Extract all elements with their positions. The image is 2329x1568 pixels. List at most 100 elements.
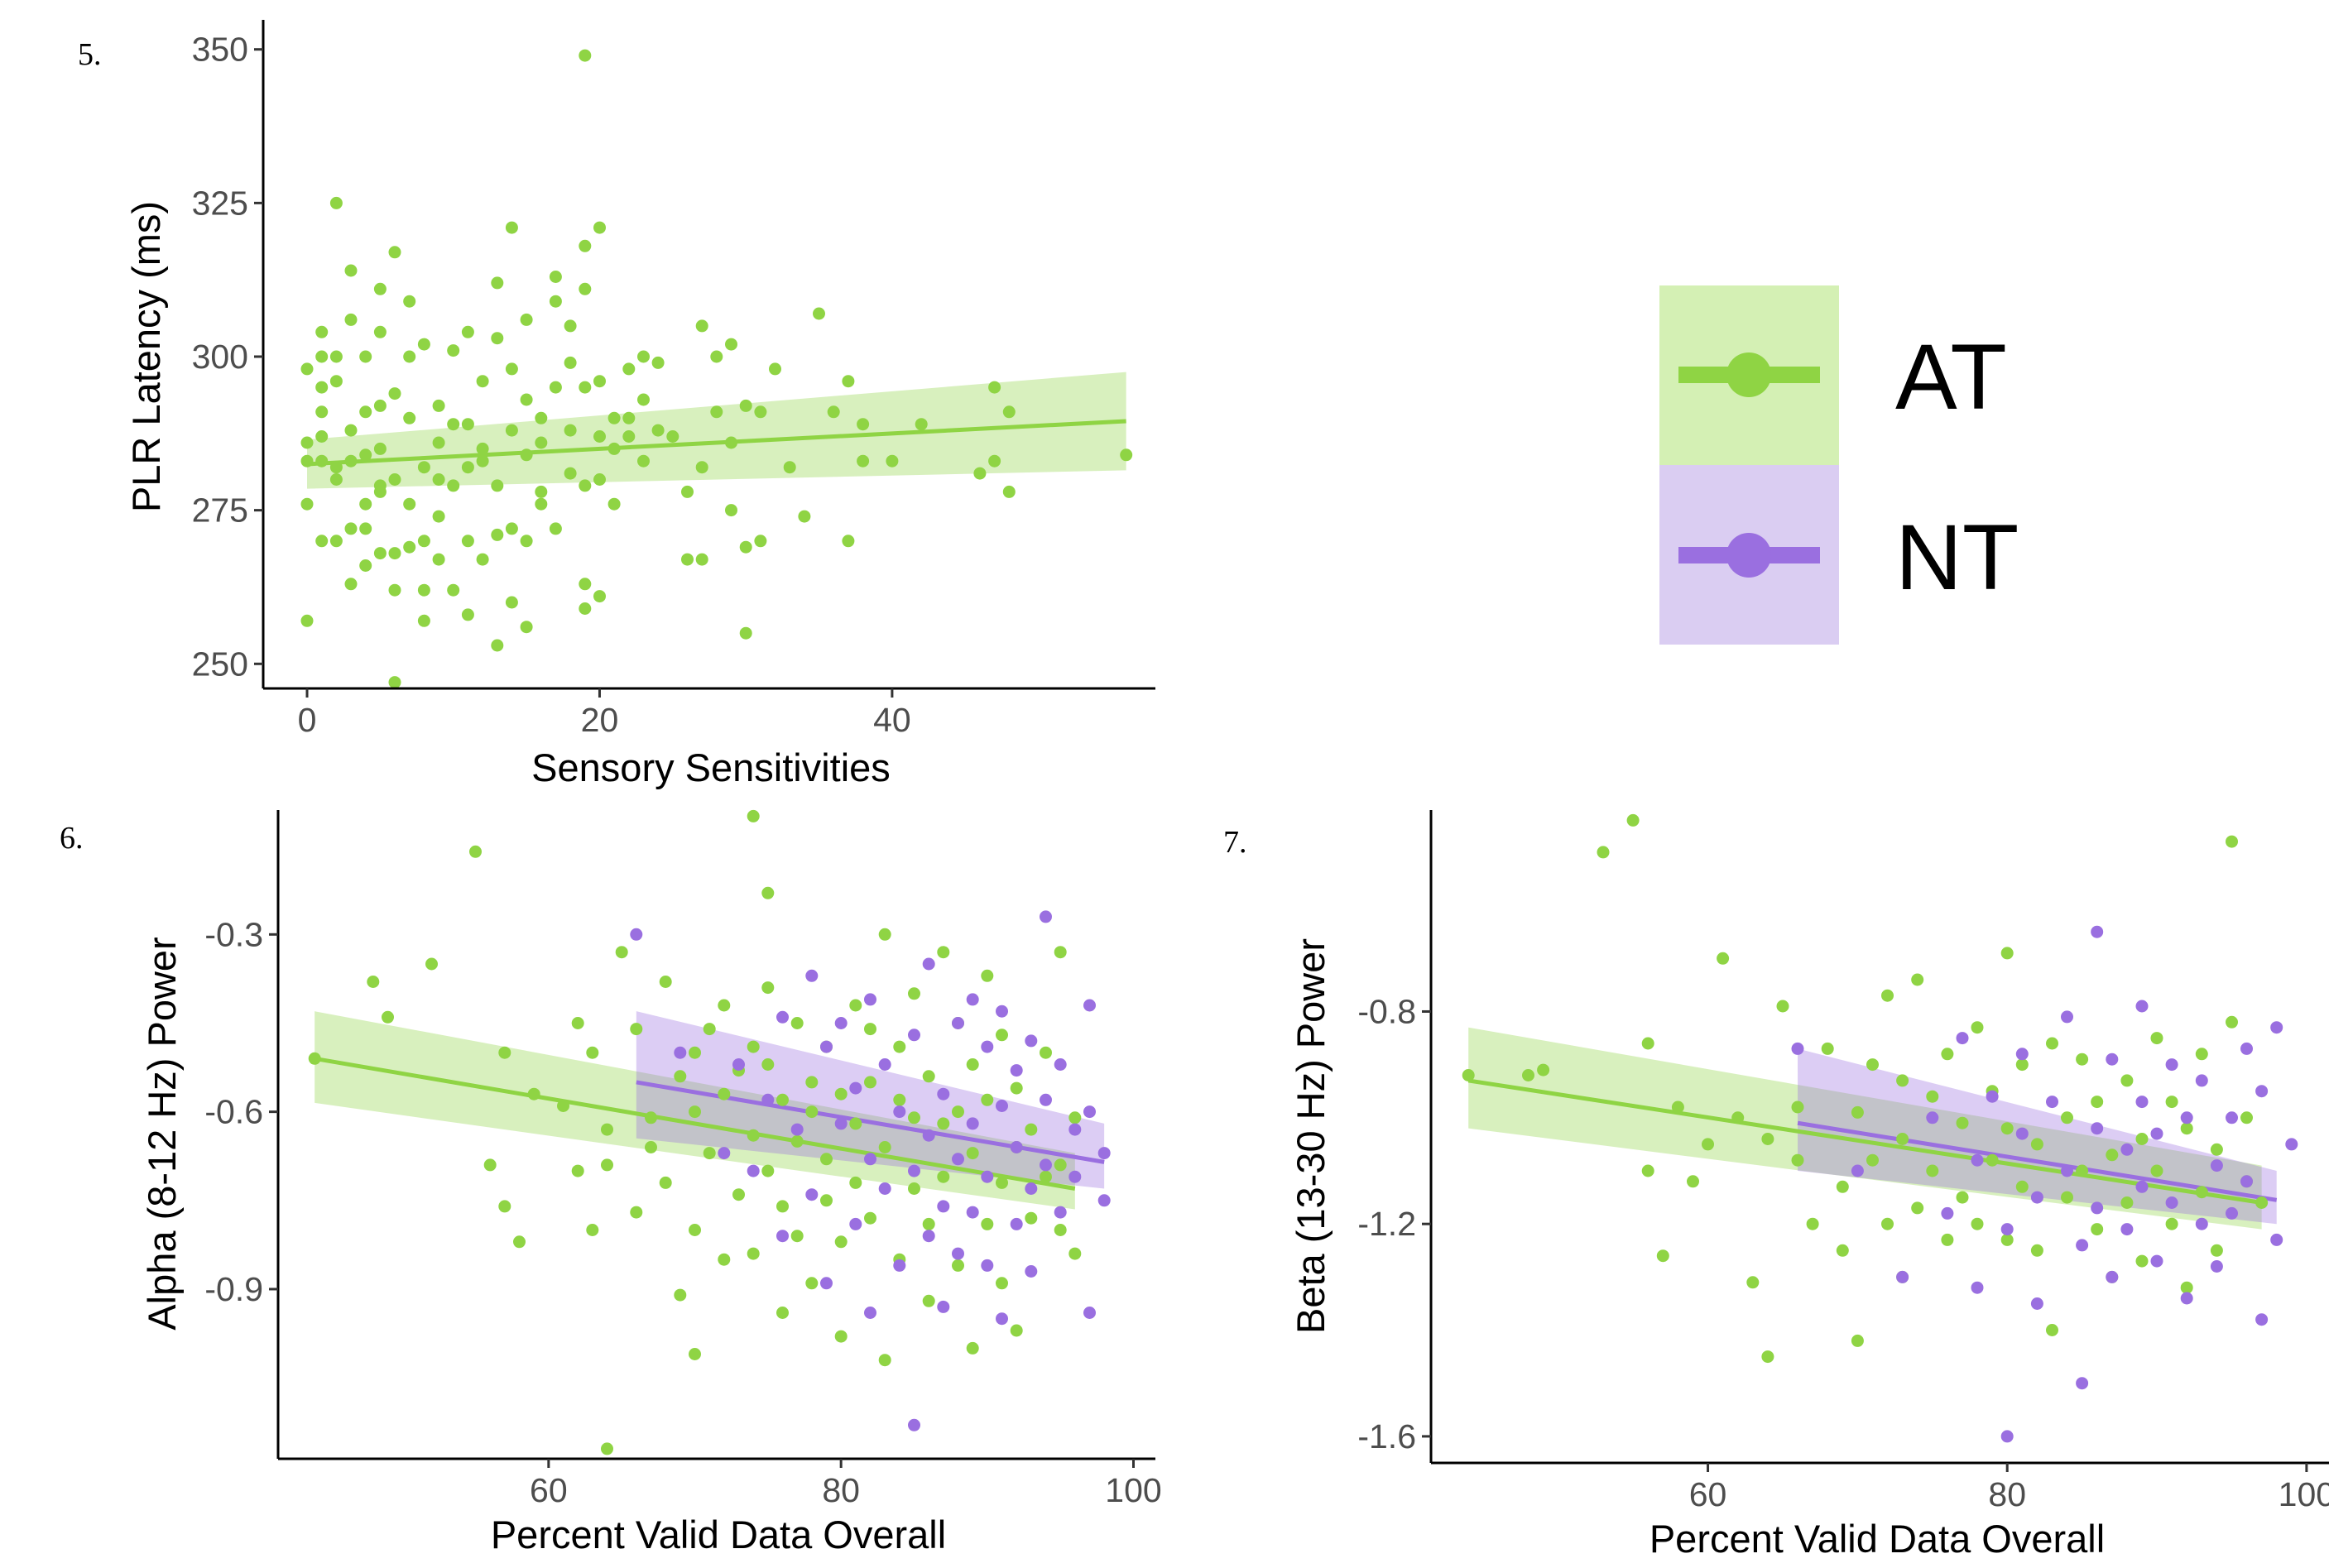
data-point-at xyxy=(1956,1116,1969,1129)
y-tick-label: 300 xyxy=(192,338,248,376)
data-point-at xyxy=(564,319,577,333)
data-point-nt xyxy=(1010,1141,1023,1153)
data-point-nt xyxy=(2285,1138,2298,1151)
data-point-at xyxy=(549,271,562,283)
data-point-at xyxy=(593,221,606,234)
data-point-at xyxy=(725,338,737,351)
data-point-nt xyxy=(2150,1127,2163,1140)
data-point-nt xyxy=(2165,1196,2178,1209)
data-point-nt xyxy=(1083,1105,1096,1119)
data-point-at xyxy=(1956,1191,1969,1204)
data-point-at xyxy=(425,957,438,971)
data-point-nt xyxy=(849,1081,862,1095)
data-point-at xyxy=(593,590,606,603)
data-point-at xyxy=(535,436,548,449)
panel-5-ci-bands xyxy=(307,372,1126,489)
data-point-at xyxy=(571,1164,584,1177)
data-point-at xyxy=(886,454,899,468)
ci-band-nt xyxy=(636,1011,1105,1189)
data-point-nt xyxy=(820,1040,833,1053)
data-point-nt xyxy=(908,1029,920,1042)
data-point-nt xyxy=(864,1153,876,1166)
data-point-at xyxy=(630,1023,643,1036)
data-point-nt xyxy=(2076,1239,2089,1252)
data-point-at xyxy=(388,473,401,486)
data-point-at xyxy=(373,282,387,295)
y-tick-label: -0.6 xyxy=(204,1093,263,1131)
data-point-at xyxy=(593,375,606,388)
data-point-at xyxy=(973,467,987,480)
data-point-at xyxy=(834,1235,848,1249)
data-point-at xyxy=(1926,1164,1939,1177)
data-point-at xyxy=(505,522,518,535)
data-point-nt xyxy=(776,1010,789,1024)
data-point-at xyxy=(2120,1074,2134,1087)
data-point-at xyxy=(417,535,430,548)
data-point-at xyxy=(373,479,387,492)
data-point-at xyxy=(2150,1164,2163,1177)
data-point-at xyxy=(329,350,343,363)
data-point-at xyxy=(878,1354,891,1367)
data-point-at xyxy=(908,1111,920,1124)
panel-7-y-axis-title: Beta (13-30 Hz) Power xyxy=(1289,938,1333,1334)
data-point-at xyxy=(952,1105,964,1119)
data-point-at xyxy=(2015,1180,2029,1193)
data-point-nt xyxy=(834,1017,848,1029)
data-point-at xyxy=(725,504,737,517)
data-point-nt xyxy=(937,1087,950,1100)
data-point-nt xyxy=(1040,1093,1052,1106)
data-point-at xyxy=(1926,1090,1939,1103)
panel-7-points xyxy=(1462,813,2298,1443)
data-point-at xyxy=(432,510,445,523)
data-point-at xyxy=(937,1170,950,1183)
data-point-at xyxy=(535,497,548,511)
data-point-at xyxy=(966,1147,979,1160)
data-point-at xyxy=(1641,1164,1654,1177)
data-point-at xyxy=(783,461,796,474)
data-point-at xyxy=(2150,1032,2163,1045)
data-point-at xyxy=(2061,1191,2073,1204)
data-point-at xyxy=(491,528,504,541)
data-point-at xyxy=(864,1023,876,1036)
data-point-at xyxy=(607,497,621,511)
data-point-nt xyxy=(2180,1111,2193,1124)
y-tick-label: 350 xyxy=(192,31,248,69)
data-point-nt xyxy=(1896,1270,1909,1283)
data-point-nt xyxy=(966,993,979,1006)
data-point-nt xyxy=(2240,1175,2253,1188)
data-point-at xyxy=(689,1224,701,1236)
data-point-at xyxy=(2076,1053,2089,1066)
data-point-at xyxy=(1120,448,1133,462)
data-point-at xyxy=(2091,1223,2104,1236)
data-point-at xyxy=(359,497,372,511)
data-point-at xyxy=(315,430,329,443)
data-point-at xyxy=(1866,1153,1879,1167)
data-point-at xyxy=(1941,1233,1954,1246)
data-point-at xyxy=(315,350,329,363)
data-point-nt xyxy=(878,1182,891,1195)
data-point-nt xyxy=(864,993,876,1006)
data-point-nt xyxy=(981,1040,994,1053)
data-point-at xyxy=(739,626,752,640)
fit-line-at xyxy=(314,1056,1076,1191)
data-point-nt xyxy=(2195,1217,2208,1230)
data-point-at xyxy=(703,1023,716,1036)
data-point-at xyxy=(527,1087,540,1100)
data-point-nt xyxy=(2165,1058,2178,1072)
data-point-at xyxy=(666,430,679,443)
data-point-at xyxy=(805,1277,819,1290)
data-point-at xyxy=(878,1141,891,1153)
data-point-at xyxy=(344,578,358,591)
data-point-at xyxy=(2210,1244,2223,1257)
data-point-nt xyxy=(1971,1281,1984,1294)
data-point-nt xyxy=(1791,1042,1804,1055)
data-point-nt xyxy=(747,1164,760,1177)
data-point-at xyxy=(359,522,372,535)
data-point-at xyxy=(579,602,592,615)
data-point-at xyxy=(1731,1111,1745,1124)
data-point-nt xyxy=(718,1147,731,1160)
data-point-at xyxy=(1746,1276,1760,1289)
data-point-at xyxy=(601,1442,613,1455)
data-point-at xyxy=(1010,1081,1023,1095)
